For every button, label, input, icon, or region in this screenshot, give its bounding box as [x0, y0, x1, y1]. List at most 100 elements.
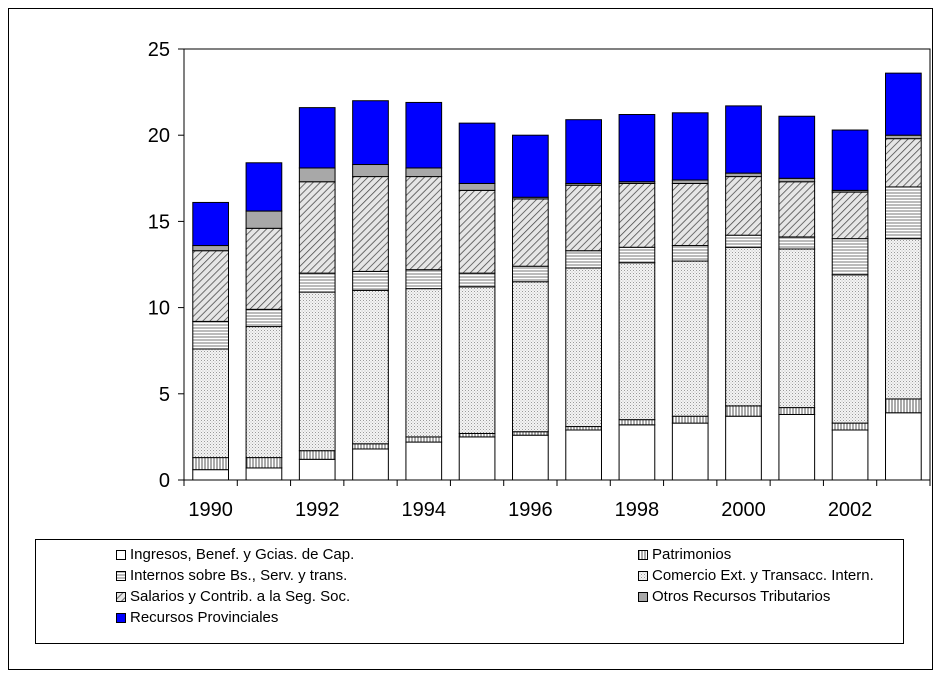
bar-segment-1995-s2: [458, 286, 496, 434]
legend-label: Ingresos, Benef. y Gcias. de Cap.: [130, 546, 355, 563]
bar-segment-1998-s6: [618, 114, 656, 183]
x-tick-label-2000: 2000: [721, 499, 766, 521]
y-tick-label-10: 10: [148, 298, 170, 320]
y-tick-label-15: 15: [148, 211, 170, 233]
legend-item: Internos sobre Bs., Serv. y trans.: [116, 567, 347, 584]
y-tick-label-20: 20: [148, 125, 170, 147]
bar-segment-1997-s0: [565, 429, 602, 481]
bar-segment-1995-s1: [458, 432, 496, 438]
legend: Ingresos, Benef. y Gcias. de Cap. Patrimo…: [35, 539, 904, 644]
bar-segment-1990-s3: [192, 320, 229, 350]
bar-segment-1990-s1: [192, 457, 229, 471]
bar-segment-1994-s6: [405, 101, 443, 169]
y-tick-label-0: 0: [159, 470, 170, 492]
bar-segment-1998-s0: [618, 424, 656, 481]
bar-segment-1999-s3: [671, 245, 709, 262]
bar-segment-1995-s4: [458, 189, 496, 274]
bar-segment-2001-s6: [778, 115, 816, 179]
bar-segment-2002-s6: [831, 129, 869, 191]
bar-segment-1990-s2: [192, 348, 229, 459]
bar-segment-1990-s6: [192, 201, 229, 247]
bar-segment-1999-s5: [671, 179, 709, 184]
bar-segment-1994-s3: [405, 269, 443, 290]
bar-segment-1990-s5: [192, 245, 229, 252]
bar-segment-2000-s0: [725, 415, 762, 481]
bar-segment-1999-s6: [671, 112, 709, 181]
bar-segment-2003-s1: [885, 398, 922, 414]
bar-segment-2000-s1: [725, 405, 762, 417]
legend-label: Salarios y Contrib. a la Seg. Soc.: [130, 588, 351, 605]
bar-segment-1994-s1: [405, 436, 443, 443]
bar-segment-1990-s0: [192, 469, 229, 481]
legend-label: Patrimonios: [652, 546, 732, 563]
bar-segment-1999-s2: [671, 260, 709, 417]
bar-segment-1995-s0: [458, 436, 496, 481]
legend-swatch: [116, 612, 126, 623]
bar-segment-1993-s4: [352, 176, 389, 272]
bar-segment-2001-s2: [778, 248, 816, 409]
bar-segment-2001-s0: [778, 413, 816, 481]
legend-swatch: [638, 549, 648, 560]
bar-segment-1994-s2: [405, 288, 443, 438]
x-tick-label-1998: 1998: [615, 499, 660, 521]
legend-swatch: [116, 549, 126, 560]
bar-segment-2001-s4: [778, 181, 816, 238]
bar-segment-1996-s1: [512, 431, 549, 436]
bar-segment-1993-s1: [352, 443, 389, 450]
bar-segment-1991-s6: [245, 162, 283, 212]
bar-segment-1996-s2: [512, 281, 549, 433]
bar-segment-2000-s6: [725, 105, 762, 174]
bar-segment-2002-s3: [831, 238, 869, 276]
bar-segment-1993-s2: [352, 289, 389, 445]
x-tick-label-2002: 2002: [828, 499, 873, 521]
bar-segment-2003-s5: [885, 134, 922, 140]
bar-segment-1992-s5: [298, 167, 336, 183]
bar-segment-1997-s4: [565, 184, 602, 252]
bar-segment-1998-s1: [618, 419, 656, 426]
bar-segment-2001-s3: [778, 236, 816, 250]
bar-segment-1995-s3: [458, 272, 496, 288]
bar-segment-2000-s5: [725, 172, 762, 178]
legend-label: Otros Recursos Tributarios: [652, 588, 831, 605]
bar-segment-1992-s2: [298, 291, 336, 452]
x-tick-label-1990: 1990: [188, 499, 233, 521]
bar-segment-2003-s0: [885, 412, 922, 481]
legend-swatch: [116, 570, 126, 581]
bar-segment-2003-s6: [885, 72, 922, 136]
bar-segment-1996-s0: [512, 434, 549, 481]
bar-segment-1995-s6: [458, 122, 496, 184]
bar-segment-2000-s2: [725, 246, 762, 407]
bar-segment-1992-s6: [298, 107, 336, 169]
bar-segment-2003-s4: [885, 138, 922, 188]
bar-segment-1994-s5: [405, 167, 443, 178]
bar-segment-1997-s2: [565, 267, 602, 428]
bar-segment-1991-s1: [245, 457, 283, 469]
bar-segment-2001-s1: [778, 407, 816, 415]
bar-segment-1996-s3: [512, 265, 549, 283]
bar-segment-1993-s0: [352, 448, 389, 481]
bar-segment-1993-s3: [352, 270, 389, 291]
bar-segment-1999-s4: [671, 182, 709, 247]
stacked-bar-chart: 0 5 10 15 20 25 1990 1992 1994 1996 1998 2000 2002: [148, 39, 931, 521]
bar-segment-2003-s2: [885, 238, 922, 400]
bar-segment-1998-s2: [618, 262, 656, 421]
bar-segment-2003-s3: [885, 186, 922, 240]
legend-item: Otros Recursos Tributarios: [638, 588, 830, 605]
bar-segment-1990-s4: [192, 250, 229, 322]
bar-segment-1995-s5: [458, 182, 496, 191]
legend-item: Comercio Ext. y Transacc. Intern.: [638, 567, 874, 584]
bar-segment-1998-s4: [618, 182, 656, 248]
bar-segment-1999-s0: [671, 422, 709, 481]
bar-segment-2000-s3: [725, 234, 762, 248]
legend-label: Recursos Provinciales: [130, 609, 279, 626]
bar-segment-2002-s0: [831, 429, 869, 481]
legend-swatch: [638, 591, 648, 602]
bar-segment-2002-s4: [831, 191, 869, 240]
bar-segment-1998-s3: [618, 246, 656, 264]
bar-segment-1996-s6: [512, 134, 549, 198]
bar-segment-1993-s5: [352, 164, 389, 178]
bar-segment-2002-s1: [831, 422, 869, 431]
y-tick-label-5: 5: [159, 384, 170, 406]
legend-item: Salarios y Contrib. a la Seg. Soc.: [116, 588, 350, 605]
bar-segment-1992-s1: [298, 450, 336, 460]
